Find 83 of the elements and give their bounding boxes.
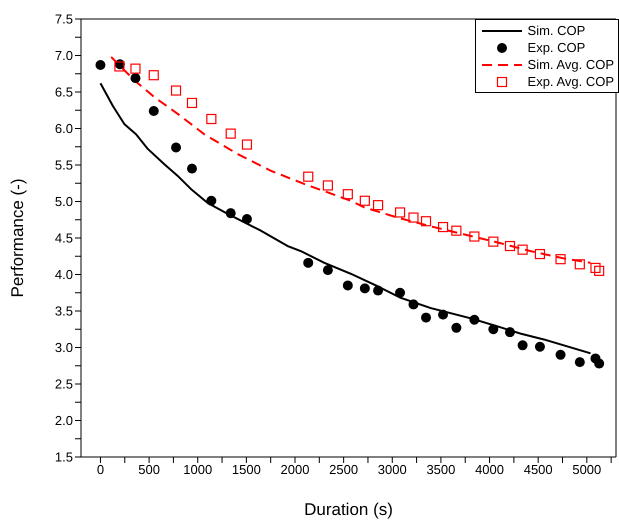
y-tick-label: 5.5 xyxy=(54,158,73,173)
point xyxy=(451,226,462,236)
point xyxy=(342,280,353,290)
x-tick-label: 5000 xyxy=(572,462,602,478)
point xyxy=(408,212,419,223)
point xyxy=(420,216,432,226)
point xyxy=(504,240,516,252)
point xyxy=(518,340,528,350)
point xyxy=(421,312,432,323)
point xyxy=(594,358,604,369)
point xyxy=(242,139,252,150)
point xyxy=(451,322,462,333)
point xyxy=(504,327,515,338)
point xyxy=(534,342,545,352)
x-axis-title: Duration (s) xyxy=(304,500,393,519)
y-tick-label: 4.0 xyxy=(54,267,73,282)
y-tick-label: 5.0 xyxy=(54,194,73,210)
y-tick-label: 7.0 xyxy=(54,48,73,64)
x-tick-label: 4000 xyxy=(475,462,504,478)
point xyxy=(574,259,585,270)
point xyxy=(114,61,125,72)
point xyxy=(148,106,159,116)
point xyxy=(148,70,159,80)
point xyxy=(556,350,566,360)
y-tick-label: 3.0 xyxy=(54,340,73,356)
point xyxy=(206,196,216,206)
point xyxy=(488,236,498,247)
point xyxy=(186,98,198,108)
y-tick-label: 2.5 xyxy=(54,376,73,392)
point xyxy=(438,310,448,320)
point xyxy=(594,266,604,276)
point xyxy=(372,200,384,210)
y-axis-title: Performance (-) xyxy=(8,178,28,298)
point xyxy=(360,196,370,206)
point xyxy=(322,265,333,276)
point xyxy=(95,60,106,70)
x-tick-label: 2000 xyxy=(280,462,310,478)
point xyxy=(590,262,601,274)
y-tick-label: 3.5 xyxy=(54,304,73,319)
point xyxy=(555,254,566,264)
point xyxy=(226,208,236,218)
point xyxy=(469,231,480,242)
x-tick-label: 0 xyxy=(96,462,104,478)
y-tick-label: 7.5 xyxy=(54,12,73,27)
legend-label: Exp. Avg. COP xyxy=(528,73,614,90)
point xyxy=(303,258,314,268)
point xyxy=(206,114,216,124)
legend-label: Sim. Avg. COP xyxy=(528,56,614,73)
point xyxy=(373,286,384,296)
x-tick-label: 1000 xyxy=(183,462,212,478)
point xyxy=(488,324,498,334)
point xyxy=(342,189,353,200)
y-tick-label: 6.5 xyxy=(54,84,73,100)
point xyxy=(130,64,141,74)
x-tick-label: 2500 xyxy=(329,462,358,478)
point xyxy=(186,164,197,174)
y-tick-label: 4.5 xyxy=(54,230,73,246)
point xyxy=(469,314,480,325)
point xyxy=(303,172,314,182)
x-tick-label: 3500 xyxy=(426,462,456,478)
x-tick-label: 4500 xyxy=(524,462,553,478)
point xyxy=(438,222,448,232)
point xyxy=(170,85,182,96)
point xyxy=(322,180,333,191)
legend-label: Exp. COP xyxy=(528,39,586,56)
point xyxy=(408,299,418,310)
point xyxy=(242,214,252,224)
point xyxy=(394,207,406,218)
point xyxy=(171,142,182,152)
legend-label: Sim. COP xyxy=(528,22,586,39)
x-tick-label: 1500 xyxy=(232,462,261,478)
point xyxy=(574,357,585,368)
y-tick-label: 2.0 xyxy=(54,413,73,428)
x-tick-label: 3000 xyxy=(378,462,407,478)
point xyxy=(518,244,528,255)
point xyxy=(395,288,406,298)
point xyxy=(130,73,140,84)
y-tick-label: 6.0 xyxy=(54,121,73,136)
x-tick-label: 500 xyxy=(138,462,160,478)
point xyxy=(534,248,546,260)
point xyxy=(360,283,370,294)
point xyxy=(226,128,236,139)
y-tick-label: 1.5 xyxy=(54,450,73,465)
